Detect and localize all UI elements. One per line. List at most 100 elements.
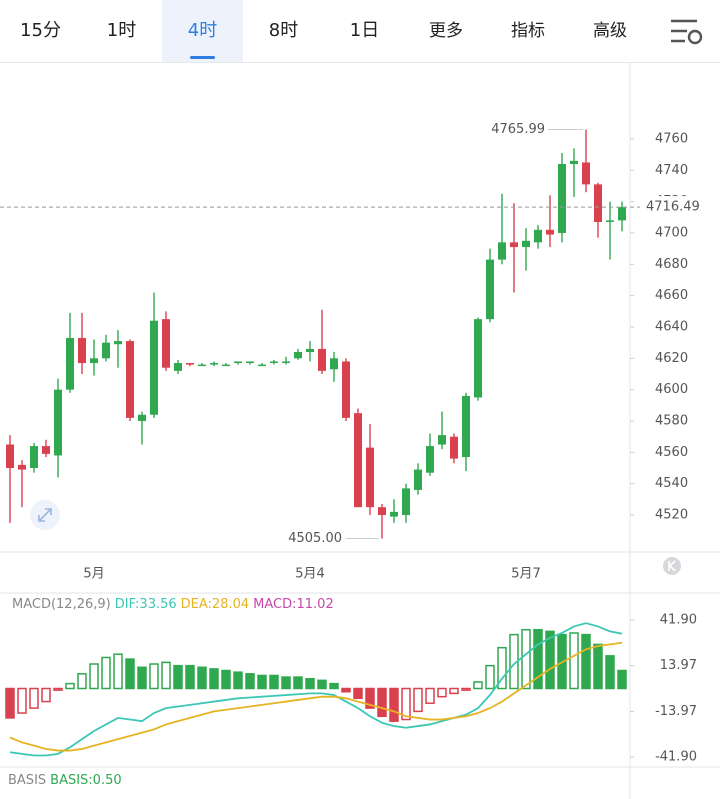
legend-entry: DEA:28.04 — [181, 597, 250, 612]
panel-title-text: MACD(12,26,9) — [12, 597, 111, 612]
macd-bar — [137, 666, 147, 690]
x-tick-label: 5月4 — [295, 567, 325, 582]
tab[interactable]: 更多 — [429, 21, 463, 41]
tab[interactable]: 高级 — [593, 21, 627, 41]
macd-bar — [5, 687, 15, 719]
macd-bar — [569, 632, 579, 690]
y-tick-label: -41.90 — [655, 749, 697, 764]
macd-bar — [161, 661, 171, 690]
basis-name: BASIS — [8, 773, 46, 788]
legend-entry: MACD:11.02 — [253, 597, 334, 612]
macd-bar — [605, 655, 615, 690]
expand-icon[interactable] — [30, 500, 60, 530]
candle-body — [378, 507, 386, 516]
candle-body — [126, 341, 134, 418]
y-tick-label: 13.97 — [660, 658, 697, 673]
k-icon[interactable] — [663, 557, 681, 575]
y-tick-label: 4700 — [655, 225, 688, 240]
tab[interactable]: 4时 — [162, 0, 243, 62]
macd-bar — [17, 687, 27, 714]
x-tick-label: 5月7 — [511, 567, 541, 582]
macd-bar — [173, 664, 183, 690]
macd-bar — [401, 687, 411, 721]
macd-bar — [617, 669, 627, 690]
candle-body — [426, 446, 434, 473]
macd-bar — [293, 676, 303, 690]
candle-body — [150, 320, 158, 415]
y-tick-label: 4660 — [655, 288, 688, 303]
tab[interactable]: 指标 — [511, 21, 545, 41]
candle-body — [330, 358, 338, 370]
candle-body — [114, 341, 122, 345]
macd-bar — [125, 658, 135, 690]
candle-body — [138, 414, 146, 421]
candle-body — [102, 342, 110, 359]
candle-body — [570, 160, 578, 165]
y-tick-label: 4640 — [655, 319, 688, 334]
y-tick-label: 4680 — [655, 257, 688, 272]
candle-body — [210, 363, 218, 365]
y-tick-label: 4560 — [655, 445, 688, 460]
macd-bar — [185, 664, 195, 690]
panel-title: MACD(12,26,9) DIF:33.56 DEA:28.04 MACD:11.0… — [12, 597, 334, 612]
macd-bar — [473, 681, 483, 690]
macd-bar — [581, 633, 591, 690]
tab[interactable]: 8时 — [268, 20, 299, 41]
candle-body — [246, 361, 254, 364]
settings-icon[interactable] — [667, 13, 707, 53]
k-icon-bg[interactable] — [663, 557, 681, 575]
macd-bar — [113, 653, 123, 690]
macd-bar — [257, 674, 267, 690]
candle-body — [78, 337, 86, 364]
macd-bar — [209, 668, 219, 690]
candle-body — [582, 162, 590, 185]
settings-gear[interactable] — [687, 29, 703, 45]
chart: 4520 4540 4560 4580 4600 4620 4640 4660 4680 4700… — [0, 62, 720, 799]
tab[interactable]: 1日 — [349, 20, 380, 41]
candle-body — [222, 364, 230, 367]
macd-bar — [269, 674, 279, 690]
y-tick-label: -13.97 — [655, 704, 697, 719]
macd-bar — [149, 663, 159, 690]
candle-body — [54, 389, 62, 456]
macd-bar — [329, 682, 339, 690]
macd-bar — [221, 669, 231, 690]
settings-lines[interactable] — [671, 19, 697, 43]
candle-body — [174, 363, 182, 371]
candle-body — [270, 361, 278, 364]
candle-body — [294, 352, 302, 359]
macd-bar — [449, 687, 459, 695]
y-tick-label: 4740 — [655, 163, 688, 178]
min-label: 4505.00 — [288, 531, 342, 546]
candle-body — [90, 358, 98, 364]
k-icon-glyph[interactable] — [668, 560, 676, 572]
macd-bar — [53, 687, 63, 691]
y-tick-label: 4540 — [655, 476, 688, 491]
candle-body — [450, 436, 458, 459]
tab[interactable]: 15分 — [20, 20, 61, 41]
legend-entry: DIF:33.56 — [115, 597, 177, 612]
expand-icon-arrows[interactable] — [38, 508, 52, 522]
candle-body — [438, 435, 446, 445]
macd-bar — [533, 628, 543, 690]
macd-bar — [341, 687, 351, 693]
y-tick-label: 4520 — [655, 508, 688, 523]
y-tick-label: 4600 — [655, 382, 688, 397]
candle-body — [6, 444, 14, 469]
candle-body — [318, 348, 326, 371]
candle-body — [474, 319, 482, 398]
candle-body — [462, 395, 470, 458]
candle-body — [18, 464, 26, 470]
macd-bar — [233, 671, 243, 690]
macd-bar — [245, 673, 255, 690]
tab[interactable]: 1时 — [106, 20, 137, 41]
macd-bar — [437, 687, 447, 698]
last-price-label: 4716.49 — [646, 200, 700, 215]
macd-line — [9, 622, 623, 757]
macd-bar — [389, 687, 399, 722]
candle-body — [42, 446, 50, 454]
macd-bar — [461, 687, 471, 691]
basis-value: BASIS:0.50 — [50, 773, 121, 788]
macd-bar — [77, 673, 87, 690]
